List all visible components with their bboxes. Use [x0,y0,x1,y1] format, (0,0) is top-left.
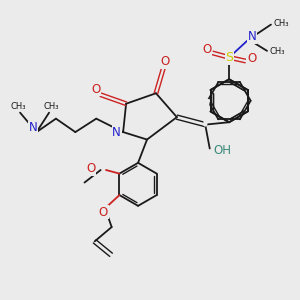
Text: CH₃: CH₃ [10,102,26,111]
Text: O: O [247,52,256,64]
Text: O: O [160,56,170,68]
Text: CH₃: CH₃ [44,102,59,111]
Text: N: N [248,30,256,43]
Text: S: S [225,51,233,64]
Text: O: O [92,83,101,96]
Text: N: N [28,121,37,134]
Polygon shape [208,82,250,119]
Text: O: O [86,162,96,175]
Text: CH₃: CH₃ [274,20,289,28]
Text: N: N [112,126,121,139]
Text: OH: OH [213,143,231,157]
Text: O: O [202,44,212,56]
Text: O: O [99,206,108,219]
Text: CH₃: CH₃ [270,47,285,56]
